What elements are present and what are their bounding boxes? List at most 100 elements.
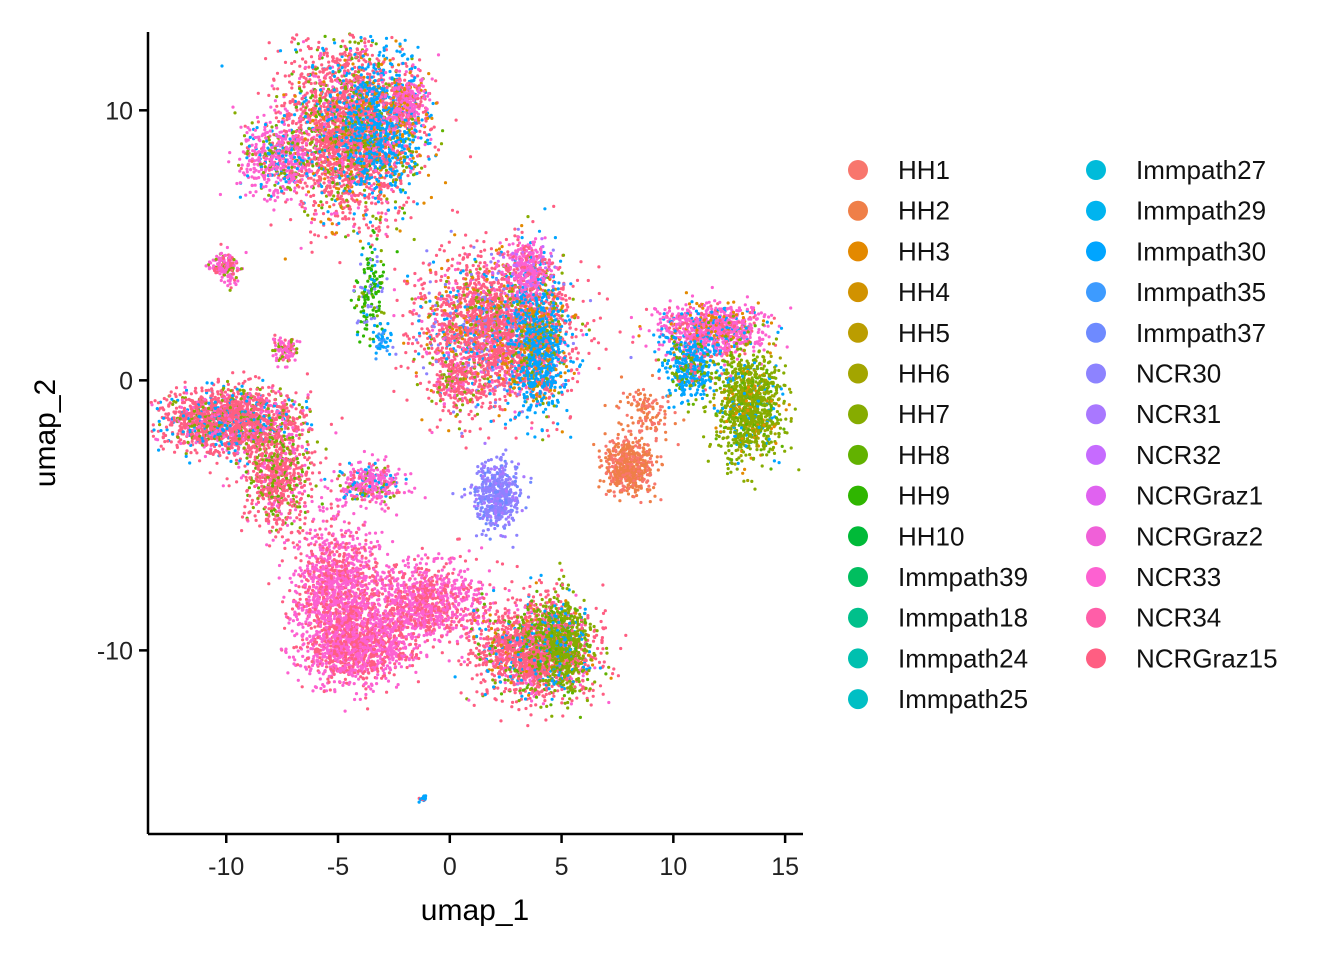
scatter-point xyxy=(303,207,307,211)
scatter-point xyxy=(291,99,295,103)
scatter-point xyxy=(258,162,262,166)
scatter-point xyxy=(276,176,280,180)
scatter-point xyxy=(355,100,359,104)
scatter-point xyxy=(408,142,412,146)
scatter-point xyxy=(303,93,307,97)
scatter-point xyxy=(381,270,385,274)
scatter-point xyxy=(261,174,265,178)
scatter-point xyxy=(402,211,407,215)
scatter-point xyxy=(427,396,431,400)
scatter-point xyxy=(345,178,349,182)
scatter-point xyxy=(374,117,378,122)
scatter-point xyxy=(261,148,265,152)
scatter-point xyxy=(376,143,380,147)
scatter-point xyxy=(407,128,411,132)
scatter-point xyxy=(282,166,286,170)
scatter-point xyxy=(366,266,370,270)
scatter-point xyxy=(307,163,311,167)
scatter-point xyxy=(381,166,385,170)
scatter-point xyxy=(349,82,353,86)
scatter-point xyxy=(274,180,278,184)
scatter-point xyxy=(400,151,404,155)
scatter-point xyxy=(350,125,354,129)
scatter-point xyxy=(328,137,333,141)
scatter-point xyxy=(399,100,404,104)
scatter-point xyxy=(358,239,362,243)
scatter-point xyxy=(375,125,380,129)
scatter-point xyxy=(245,156,249,160)
scatter-point xyxy=(469,244,473,248)
scatter-point xyxy=(386,170,390,174)
scatter-point xyxy=(291,70,296,74)
scatter-point xyxy=(331,172,335,177)
scatter-point xyxy=(381,99,385,103)
scatter-point xyxy=(375,160,379,165)
scatter-point xyxy=(413,162,417,166)
scatter-point xyxy=(379,174,383,178)
scatter-point xyxy=(385,89,389,93)
scatter-point xyxy=(285,109,289,113)
scatter-point xyxy=(378,221,382,225)
scatter-point xyxy=(322,101,327,105)
scatter-point xyxy=(296,42,300,46)
scatter-point xyxy=(391,156,395,160)
scatter-point xyxy=(331,56,335,60)
scatter-point xyxy=(285,118,289,122)
scatter-point xyxy=(318,135,322,139)
scatter-point xyxy=(340,168,344,172)
scatter-point xyxy=(320,172,324,176)
scatter-point xyxy=(339,194,343,198)
scatter-point xyxy=(405,161,409,165)
scatter-point xyxy=(352,289,356,293)
scatter-point xyxy=(301,186,305,190)
scatter-point xyxy=(302,75,306,79)
scatter-point xyxy=(282,129,286,133)
scatter-point xyxy=(396,129,400,133)
scatter-point xyxy=(268,129,272,133)
scatter-point xyxy=(386,140,390,145)
scatter-point xyxy=(385,277,389,281)
scatter-point xyxy=(469,322,473,327)
scatter-point xyxy=(266,146,270,150)
scatter-point xyxy=(383,340,388,344)
scatter-point xyxy=(403,38,407,42)
scatter-point xyxy=(344,121,348,125)
scatter-point xyxy=(353,138,357,142)
scatter-point xyxy=(265,156,269,160)
scatter-point xyxy=(296,142,300,146)
scatter-point xyxy=(307,80,311,84)
scatter-point xyxy=(303,65,308,69)
scatter-point xyxy=(309,55,314,59)
scatter-point xyxy=(429,137,433,141)
scatter-point xyxy=(368,245,373,249)
scatter-point xyxy=(379,249,383,253)
scatter-point xyxy=(262,161,266,165)
scatter-point xyxy=(387,154,391,159)
scatter-point xyxy=(393,267,397,271)
scatter-point xyxy=(399,179,403,183)
scatter-point xyxy=(250,143,254,147)
scatter-point xyxy=(387,157,391,161)
scatter-point xyxy=(349,170,353,174)
scatter-point xyxy=(341,79,345,83)
scatter-point xyxy=(329,90,333,94)
scatter-point xyxy=(318,150,322,154)
scatter-point xyxy=(283,257,287,261)
scatter-point xyxy=(403,151,408,156)
scatter-point xyxy=(273,99,277,103)
scatter-point xyxy=(254,142,258,147)
scatter-point xyxy=(299,89,303,93)
scatter-point xyxy=(364,158,368,162)
scatter-point xyxy=(273,108,277,112)
scatter-point xyxy=(385,197,389,201)
scatter-point xyxy=(252,162,256,166)
scatter-point xyxy=(245,170,249,174)
scatter-point xyxy=(393,183,397,187)
scatter-point xyxy=(397,140,401,144)
scatter-point xyxy=(312,199,316,204)
scatter-point xyxy=(341,211,345,215)
scatter-point xyxy=(401,120,405,124)
scatter-point xyxy=(349,49,353,53)
scatter-point xyxy=(354,151,358,155)
scatter-point xyxy=(369,43,373,48)
